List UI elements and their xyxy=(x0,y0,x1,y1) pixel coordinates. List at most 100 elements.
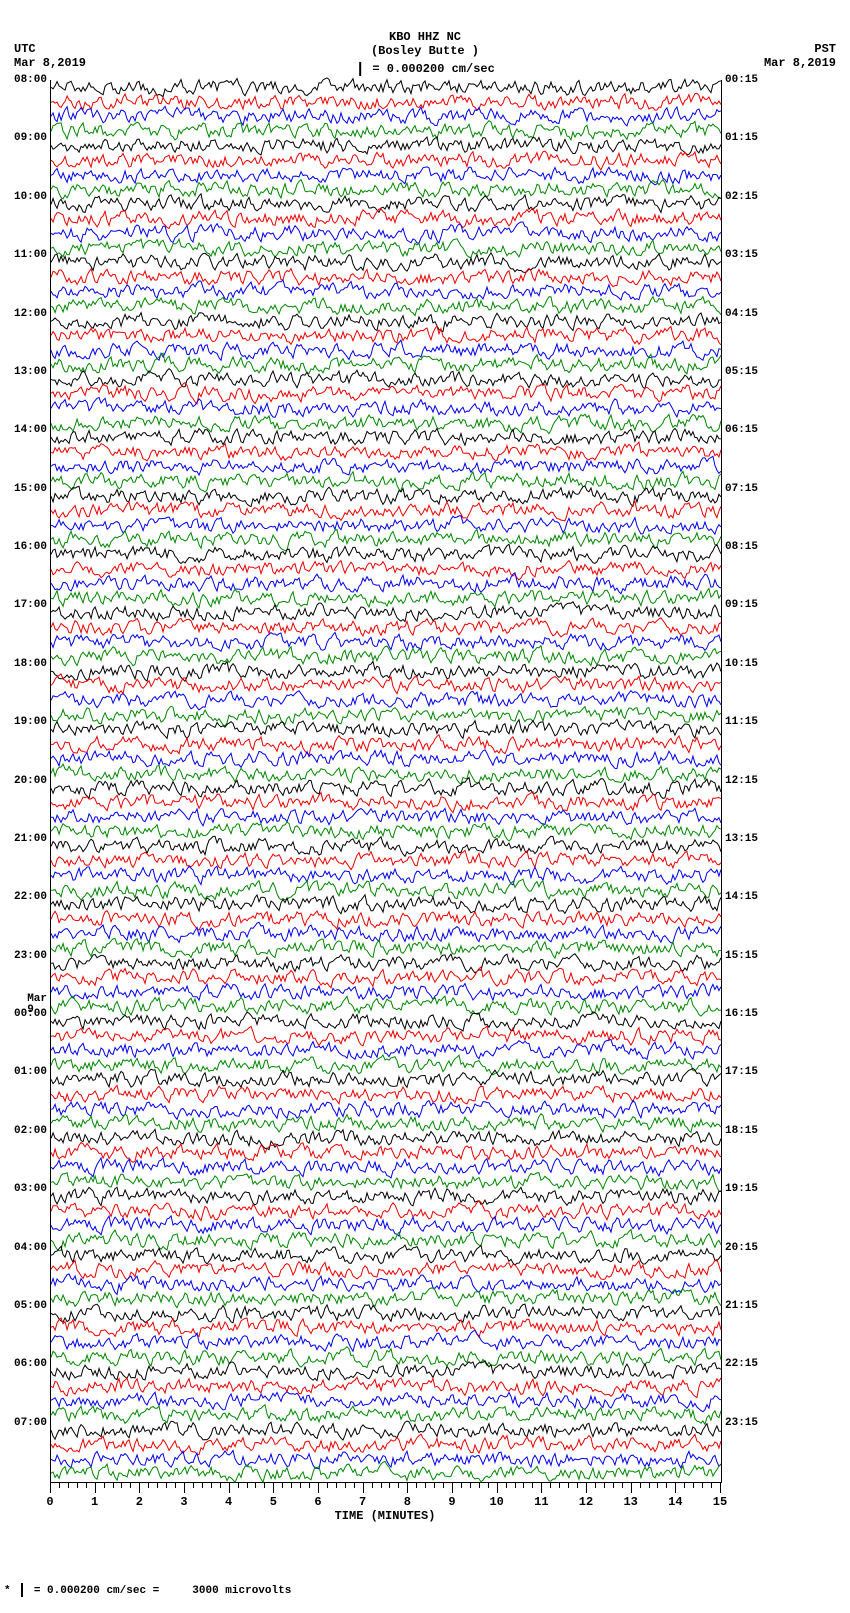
pst-hour-label: 01:15 xyxy=(721,133,758,144)
utc-hour-label: 23:00 xyxy=(14,951,51,962)
x-tick-minor xyxy=(202,1483,203,1488)
utc-hour-label: 13:00 xyxy=(14,367,51,378)
utc-tz-label: UTC xyxy=(14,42,36,56)
pst-hour-label: 18:15 xyxy=(721,1126,758,1137)
utc-hour-label: 19:00 xyxy=(14,717,51,728)
pst-hour-label: 02:15 xyxy=(721,192,758,203)
x-tick-minor xyxy=(381,1483,382,1488)
x-tick-minor xyxy=(693,1483,694,1488)
x-tick-minor xyxy=(175,1483,176,1488)
x-tick-minor xyxy=(649,1483,650,1488)
x-tick-label: 0 xyxy=(46,1495,53,1509)
x-tick-minor xyxy=(604,1483,605,1488)
x-tick-minor xyxy=(523,1483,524,1488)
utc-hour-label: 16:00 xyxy=(14,542,51,553)
x-tick-label: 13 xyxy=(623,1495,637,1509)
x-tick-minor xyxy=(104,1483,105,1488)
x-tick-minor xyxy=(479,1483,480,1488)
pst-hour-label: 23:15 xyxy=(721,1418,758,1429)
x-tick-minor xyxy=(425,1483,426,1488)
pst-hour-label: 17:15 xyxy=(721,1067,758,1078)
footer-scale-bar-icon xyxy=(21,1583,23,1597)
utc-hour-label: 09:00 xyxy=(14,133,51,144)
x-tick-minor xyxy=(327,1483,328,1488)
x-tick-minor xyxy=(389,1483,390,1488)
x-tick-minor xyxy=(702,1483,703,1488)
utc-hour-label: 20:00 xyxy=(14,776,51,787)
x-tick-major xyxy=(139,1483,140,1493)
pst-hour-label: 16:15 xyxy=(721,1009,758,1020)
x-tick-major xyxy=(273,1483,274,1493)
x-tick-minor xyxy=(309,1483,310,1488)
footer-scale-left: = 0.000200 cm/sec = xyxy=(34,1585,159,1597)
x-tick-minor xyxy=(300,1483,301,1488)
x-tick-minor xyxy=(148,1483,149,1488)
pst-hour-label: 10:15 xyxy=(721,659,758,670)
x-tick-label: 7 xyxy=(359,1495,366,1509)
x-tick-major xyxy=(50,1483,51,1493)
pst-hour-label: 08:15 xyxy=(721,542,758,553)
utc-hour-label: 02:00 xyxy=(14,1126,51,1137)
x-tick-minor xyxy=(532,1483,533,1488)
utc-hour-label: 18:00 xyxy=(14,659,51,670)
x-tick-major xyxy=(184,1483,185,1493)
x-tick-label: 1 xyxy=(91,1495,98,1509)
x-tick-major xyxy=(720,1483,721,1493)
utc-hour-label: 01:00 xyxy=(14,1067,51,1078)
x-tick-minor xyxy=(559,1483,560,1488)
x-tick-minor xyxy=(595,1483,596,1488)
utc-hour-label: 08:00 xyxy=(14,75,51,86)
x-tick-minor xyxy=(515,1483,516,1488)
pst-hour-label: 15:15 xyxy=(721,951,758,962)
x-tick-minor xyxy=(113,1483,114,1488)
utc-hour-label: 22:00 xyxy=(14,892,51,903)
x-tick-minor xyxy=(247,1483,248,1488)
x-tick-minor xyxy=(488,1483,489,1488)
x-tick-minor xyxy=(443,1483,444,1488)
x-tick-major xyxy=(318,1483,319,1493)
x-tick-major xyxy=(541,1483,542,1493)
x-tick-minor xyxy=(657,1483,658,1488)
header: UTC Mar 8,2019 PST Mar 8,2019 KBO HHZ NC… xyxy=(0,0,850,80)
x-tick-label: 8 xyxy=(404,1495,411,1509)
x-tick-label: 11 xyxy=(534,1495,548,1509)
x-tick-minor xyxy=(568,1483,569,1488)
x-tick-label: 9 xyxy=(448,1495,455,1509)
helicorder-page: UTC Mar 8,2019 PST Mar 8,2019 KBO HHZ NC… xyxy=(0,0,850,1597)
plot-wrap: 08:0000:1509:0001:1510:0002:1511:0003:15… xyxy=(50,80,800,1523)
pst-hour-label: 06:15 xyxy=(721,425,758,436)
pst-hour-label: 04:15 xyxy=(721,309,758,320)
utc-hour-label: 11:00 xyxy=(14,250,51,261)
station-code: KBO HHZ NC xyxy=(389,30,461,44)
utc-hour-label: 06:00 xyxy=(14,1359,51,1370)
x-tick-major xyxy=(363,1483,364,1493)
x-tick-label: 15 xyxy=(713,1495,727,1509)
utc-hour-label: 07:00 xyxy=(14,1418,51,1429)
x-tick-minor xyxy=(86,1483,87,1488)
x-tick-label: 10 xyxy=(489,1495,503,1509)
x-tick-label: 5 xyxy=(270,1495,277,1509)
x-tick-minor xyxy=(434,1483,435,1488)
x-tick-major xyxy=(675,1483,676,1493)
utc-hour-label: 03:00 xyxy=(14,1184,51,1195)
x-tick-label: 4 xyxy=(225,1495,232,1509)
x-axis-label: TIME (MINUTES) xyxy=(335,1509,436,1523)
x-tick-minor xyxy=(470,1483,471,1488)
x-tick-minor xyxy=(255,1483,256,1488)
x-tick-major xyxy=(407,1483,408,1493)
x-tick-minor xyxy=(416,1483,417,1488)
x-tick-minor xyxy=(121,1483,122,1488)
x-tick-minor xyxy=(166,1483,167,1488)
pst-date: Mar 8,2019 xyxy=(764,56,836,70)
x-tick-label: 3 xyxy=(180,1495,187,1509)
x-tick-minor xyxy=(157,1483,158,1488)
x-tick-minor xyxy=(684,1483,685,1488)
x-tick-minor xyxy=(640,1483,641,1488)
utc-hour-label: 17:00 xyxy=(14,600,51,611)
x-tick-minor xyxy=(238,1483,239,1488)
x-tick-minor xyxy=(354,1483,355,1488)
x-tick-major xyxy=(229,1483,230,1493)
x-tick-major xyxy=(95,1483,96,1493)
x-tick-minor xyxy=(550,1483,551,1488)
footer-scale-right: 3000 microvolts xyxy=(192,1585,291,1597)
